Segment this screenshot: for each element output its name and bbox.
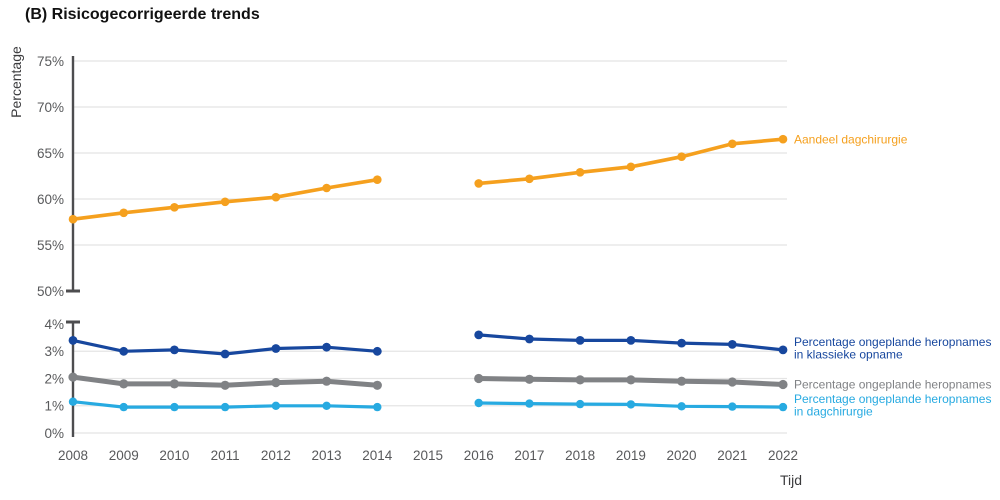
data-point: [220, 402, 230, 412]
x-tick-label: 2019: [616, 448, 646, 463]
y-tick-label: 1%: [44, 399, 64, 414]
data-point: [68, 372, 78, 382]
data-point: [727, 377, 737, 387]
x-tick-label: 2016: [464, 448, 494, 463]
x-axis-title: Tijd: [779, 472, 803, 488]
data-point: [677, 376, 687, 386]
x-tick-label: 2015: [413, 448, 443, 463]
y-tick-label: 3%: [44, 344, 64, 359]
x-tick-label: 2011: [211, 448, 240, 463]
x-tick-label: 2008: [58, 448, 88, 463]
data-point: [271, 401, 281, 410]
data-point: [322, 401, 331, 410]
data-point: [119, 208, 128, 218]
data-point: [322, 183, 331, 193]
data-point: [322, 376, 332, 386]
data-point: [220, 380, 230, 390]
data-point: [677, 338, 686, 348]
series-end-label: Percentage ongeplande heropnames in klass…: [794, 335, 991, 362]
x-tick-label: 2018: [565, 448, 595, 463]
x-tick-label: 2013: [312, 448, 342, 463]
data-point: [119, 402, 128, 412]
series-end-label-line: in klassieke opname: [794, 347, 903, 361]
data-point: [474, 373, 484, 384]
data-point: [170, 402, 179, 412]
data-point: [575, 168, 585, 177]
data-point: [728, 139, 737, 149]
data-point: [68, 336, 78, 345]
x-tick-label: 2010: [159, 448, 189, 463]
data-point: [169, 379, 179, 389]
data-point: [271, 192, 281, 202]
data-point: [372, 346, 382, 356]
x-tick-label: 2021: [717, 448, 747, 463]
y-tick-label: 4%: [44, 317, 64, 332]
y-tick-label: 75%: [37, 54, 64, 69]
data-point: [626, 336, 636, 345]
data-point: [575, 336, 585, 345]
data-point: [626, 162, 636, 172]
data-point: [119, 379, 129, 389]
data-point: [474, 179, 484, 188]
data-point: [170, 203, 179, 212]
series-line-0: [476, 137, 785, 186]
data-point: [525, 399, 534, 408]
series-end-label: Percentage ongeplande heropnames in dagch…: [794, 392, 991, 419]
data-point: [677, 152, 686, 161]
data-point: [778, 134, 788, 144]
y-tick-label: 65%: [37, 146, 64, 161]
data-point: [626, 400, 636, 409]
data-point: [525, 334, 534, 344]
data-point: [778, 402, 788, 412]
data-point: [372, 380, 382, 390]
series-end-label-line: Percentage ongeplande heropnames: [794, 378, 991, 392]
data-point: [727, 340, 737, 349]
data-point: [474, 330, 484, 340]
data-point: [220, 197, 230, 207]
x-tick-label: 2009: [109, 448, 139, 463]
x-tick-label: 2012: [261, 448, 291, 463]
series-end-label: Percentage ongeplande heropnames: [794, 378, 991, 392]
data-point: [271, 378, 281, 388]
series-end-label-line: Percentage ongeplande heropnames: [794, 392, 991, 406]
data-point: [677, 402, 686, 411]
data-point: [68, 214, 78, 224]
data-point: [728, 402, 737, 411]
x-tick-label: 2014: [362, 448, 393, 463]
data-point: [322, 342, 331, 352]
data-point: [525, 174, 534, 184]
y-tick-label: 60%: [37, 192, 64, 207]
y-tick-label: 50%: [37, 284, 64, 299]
series-end-label-line: Aandeel dagchirurgie: [794, 132, 908, 146]
x-tick-label: 2022: [768, 448, 798, 463]
y-tick-label: 55%: [37, 238, 64, 253]
data-point: [119, 346, 129, 356]
x-tick-label: 2017: [514, 448, 544, 463]
data-point: [575, 399, 585, 409]
data-point: [220, 349, 230, 359]
y-tick-label: 0%: [44, 426, 64, 441]
data-point: [373, 175, 382, 184]
y-tick-label: 2%: [44, 371, 64, 386]
data-point: [373, 402, 382, 412]
series-end-label-line: in dagchirurgie: [794, 405, 873, 419]
data-point: [271, 344, 281, 353]
data-point: [575, 375, 585, 385]
data-point: [778, 379, 788, 390]
data-point: [68, 397, 78, 406]
data-point: [524, 374, 535, 384]
data-point: [778, 345, 788, 355]
y-tick-label: 70%: [37, 100, 64, 115]
series-end-label: Aandeel dagchirurgie: [794, 132, 908, 146]
chart-title: (B) Risicogecorrigeerde trends: [25, 6, 260, 23]
data-point: [626, 375, 636, 385]
data-point: [474, 398, 483, 408]
x-tick-label: 2020: [667, 448, 697, 463]
series-end-label-line: Percentage ongeplande heropnames: [794, 335, 991, 349]
data-point: [170, 345, 179, 355]
